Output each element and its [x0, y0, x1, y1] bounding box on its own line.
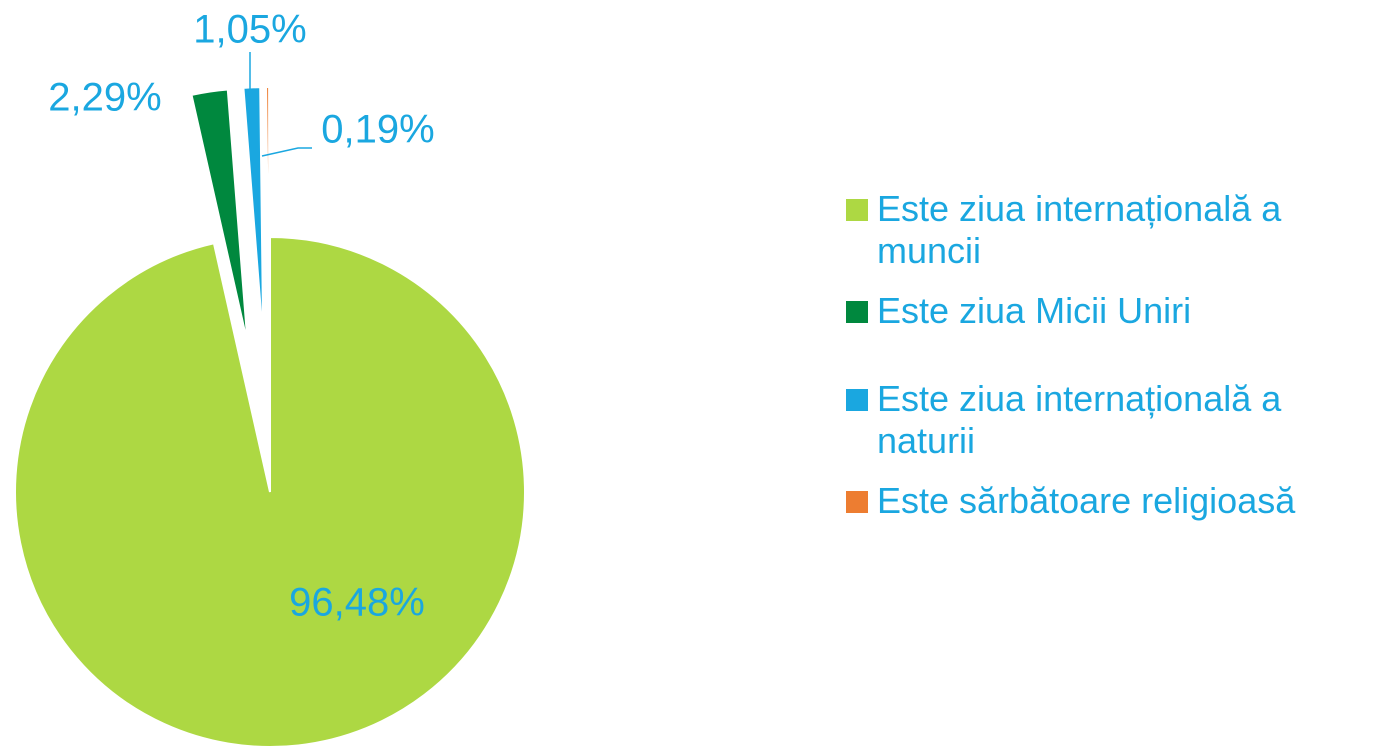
legend-label: Este ziua internațională a muncii — [877, 188, 1282, 271]
data-label: 2,29% — [48, 76, 161, 120]
legend-swatch — [846, 301, 868, 323]
legend-label: Este sărbătoare religioasă — [877, 480, 1296, 521]
legend-item: Este ziua internațională a naturii — [846, 378, 1386, 462]
pie-slice — [13, 235, 526, 748]
pie-slice — [242, 86, 265, 343]
data-label: 96,48% — [289, 581, 425, 625]
legend-item: Este ziua internațională a muncii — [846, 188, 1386, 272]
legend-swatch — [846, 491, 868, 513]
legend-label: Este ziua Micii Uniri — [877, 290, 1192, 331]
data-label: 0,19% — [321, 108, 434, 152]
pie-slice — [190, 88, 249, 344]
legend-swatch — [846, 199, 868, 221]
legend: Este ziua internațională a muncii Este zi… — [846, 188, 1386, 540]
legend-item: Este ziua Micii Uniri — [846, 290, 1386, 332]
legend-item: Este sărbătoare religioasă — [846, 480, 1386, 522]
leader-line — [261, 147, 312, 157]
legend-label: Este ziua internațională a naturii — [877, 378, 1282, 461]
pie-slice — [265, 86, 271, 343]
data-label: 1,05% — [193, 8, 306, 52]
legend-swatch — [846, 389, 868, 411]
